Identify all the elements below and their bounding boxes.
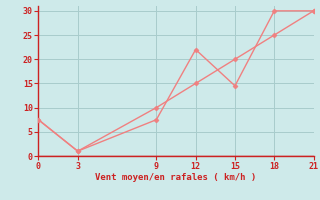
X-axis label: Vent moyen/en rafales ( km/h ): Vent moyen/en rafales ( km/h ) — [95, 173, 257, 182]
